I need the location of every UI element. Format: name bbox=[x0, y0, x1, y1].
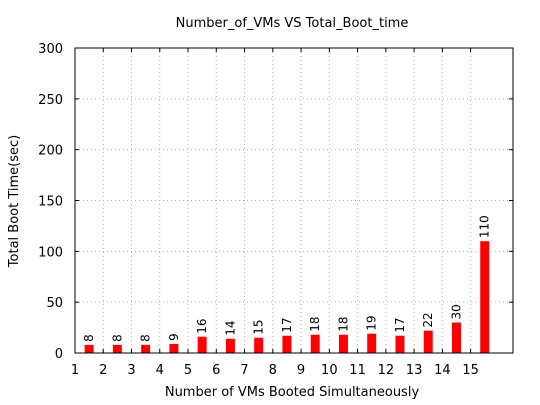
bar-value-label: 16 bbox=[195, 318, 209, 333]
bar bbox=[254, 337, 264, 353]
y-tick-label: 200 bbox=[38, 144, 63, 159]
y-tick-label: 150 bbox=[38, 195, 63, 210]
bar-value-label: 17 bbox=[393, 317, 407, 332]
bar bbox=[451, 322, 461, 353]
bar bbox=[338, 334, 348, 353]
y-tick-label: 300 bbox=[38, 42, 63, 57]
x-tick-label: 3 bbox=[127, 363, 135, 378]
chart-title: Number_of_VMs VS Total_Boot_time bbox=[176, 16, 409, 31]
y-tick-label: 100 bbox=[38, 245, 63, 260]
x-axis-label: Number of VMs Booted Simultaneously bbox=[165, 385, 420, 400]
x-tick-label: 1 bbox=[71, 363, 79, 378]
bar bbox=[169, 343, 179, 353]
x-tick-label: 14 bbox=[434, 363, 451, 378]
bar bbox=[197, 336, 207, 353]
y-tick-label: 0 bbox=[55, 347, 63, 362]
bars bbox=[84, 241, 490, 353]
bar bbox=[112, 344, 122, 353]
y-tick-label: 50 bbox=[46, 296, 63, 311]
gridlines bbox=[75, 48, 513, 353]
bar-value-label: 18 bbox=[308, 316, 322, 331]
bar-value-label: 30 bbox=[449, 304, 463, 319]
bar-value-label: 17 bbox=[280, 317, 294, 332]
bar bbox=[310, 334, 320, 353]
x-tick-label: 5 bbox=[184, 363, 192, 378]
bar bbox=[141, 344, 151, 353]
bar-value-label: 8 bbox=[139, 334, 153, 342]
x-tick-label: 9 bbox=[297, 363, 305, 378]
x-tick-label: 2 bbox=[99, 363, 107, 378]
bar-value-label: 22 bbox=[421, 312, 435, 327]
x-tick-label: 15 bbox=[462, 363, 479, 378]
x-tick-label: 6 bbox=[212, 363, 220, 378]
x-tick-label: 11 bbox=[349, 363, 366, 378]
bar-value-label: 8 bbox=[82, 334, 96, 342]
bar-value-label: 9 bbox=[167, 333, 181, 341]
bar-value-label: 14 bbox=[223, 320, 237, 335]
bar bbox=[367, 333, 377, 353]
bar bbox=[395, 335, 405, 353]
bar-value-label: 15 bbox=[252, 319, 266, 334]
bar bbox=[84, 344, 94, 353]
bar-value-label: 19 bbox=[365, 315, 379, 330]
y-tick-label: 250 bbox=[38, 93, 63, 108]
x-tick-label: 7 bbox=[240, 363, 248, 378]
x-tick-label: 4 bbox=[156, 363, 164, 378]
bar-value-label: 8 bbox=[110, 334, 124, 342]
bar bbox=[423, 330, 433, 353]
bar-value-label: 110 bbox=[478, 215, 492, 238]
x-tick-label: 10 bbox=[321, 363, 338, 378]
x-tick-label: 8 bbox=[269, 363, 277, 378]
data-labels: 8 8 8 9 16 14 15 17 18 18 19 17 22 30 110 bbox=[82, 215, 492, 342]
bar-value-label: 18 bbox=[336, 316, 350, 331]
y-axis-label: Total Boot Time(sec) bbox=[7, 135, 22, 268]
bar bbox=[282, 335, 292, 353]
plot-frame bbox=[74, 47, 514, 354]
bar bbox=[480, 241, 490, 353]
bar bbox=[225, 338, 235, 353]
x-tick-label: 13 bbox=[406, 363, 423, 378]
x-tick-label: 12 bbox=[378, 363, 395, 378]
